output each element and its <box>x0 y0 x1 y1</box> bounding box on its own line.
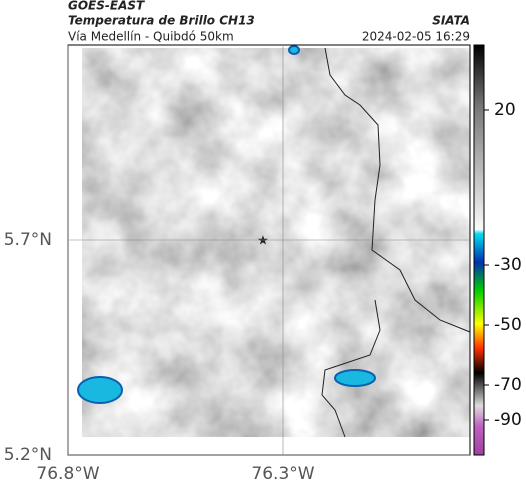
x-tick-label: 76.8°W <box>36 464 99 484</box>
y-tick-label: 5.2°N <box>4 445 52 465</box>
satellite-image <box>82 48 470 437</box>
title: Temperatura de Brillo CH13 <box>68 14 255 28</box>
location-star: ★ <box>257 234 269 249</box>
datetime: 2024-02-05 16:29 <box>362 30 470 44</box>
x-tick-label: 76.3°W <box>251 464 314 484</box>
colorbar <box>473 44 485 456</box>
source: GOES-EAST <box>68 0 145 13</box>
colorbar-label: -70 <box>494 375 522 395</box>
org: SIATA <box>432 14 470 28</box>
colorbar-label: 20 <box>494 100 516 120</box>
cold-clouds <box>77 45 376 404</box>
y-tick-label: 5.7°N <box>4 230 52 250</box>
colorbar-label: -90 <box>494 410 522 430</box>
colorbar-label: -30 <box>494 255 522 275</box>
subtitle: Vía Medellín - Quibdó 50km <box>68 30 234 44</box>
borders <box>321 47 471 438</box>
colorbar-label: -50 <box>494 315 522 335</box>
